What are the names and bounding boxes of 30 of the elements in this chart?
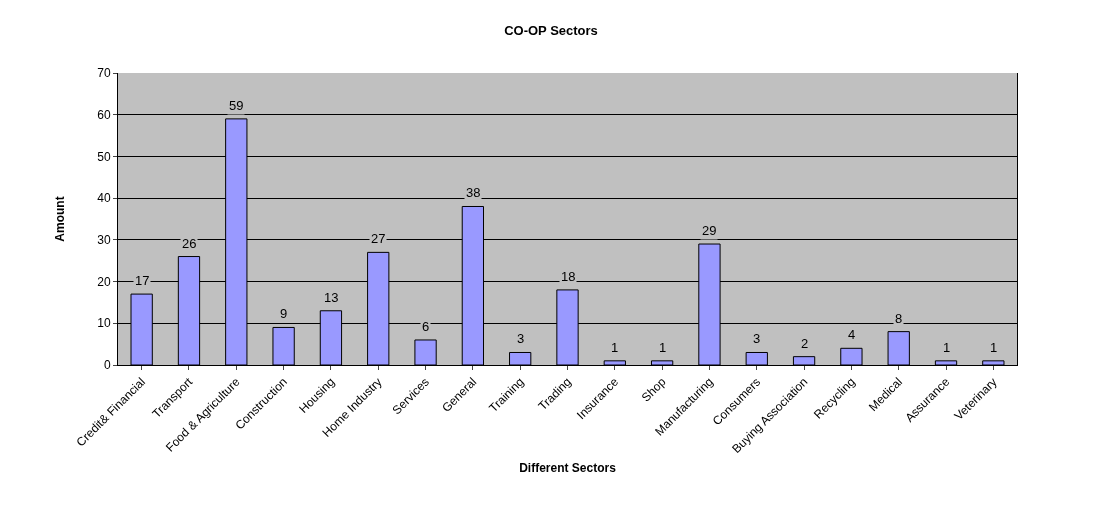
data-label: 59 [229,98,244,113]
data-label: 26 [182,236,197,251]
y-tick-label: 20 [97,274,111,289]
y-tick-label: 70 [97,66,111,81]
data-label: 29 [702,223,717,238]
data-label: 18 [561,269,576,284]
y-tick-label: 10 [97,316,111,331]
chart-title: CO-OP Sectors [504,23,598,39]
data-label: 17 [135,273,150,288]
data-label: 38 [466,185,481,200]
y-axis-title: Amount [52,196,67,242]
y-tick-label: 40 [97,191,111,206]
data-label: 27 [371,231,386,246]
data-label: 13 [324,290,339,305]
data-label: 1 [659,340,667,355]
data-label: 1 [943,340,951,355]
data-label: 4 [848,327,856,342]
data-label: 3 [753,331,761,346]
y-tick-label: 50 [97,149,111,164]
x-axis-title: Different Sectors [519,460,617,475]
data-label: 9 [280,306,288,321]
y-tick-label: 0 [103,358,111,373]
data-label: 6 [422,319,430,334]
y-tick-label: 30 [97,233,111,248]
data-label: 1 [990,340,998,355]
data-label: 1 [611,340,619,355]
data-label: 8 [895,311,903,326]
y-tick-label: 60 [97,107,111,122]
data-label: 3 [517,331,525,346]
data-label: 2 [801,336,809,351]
